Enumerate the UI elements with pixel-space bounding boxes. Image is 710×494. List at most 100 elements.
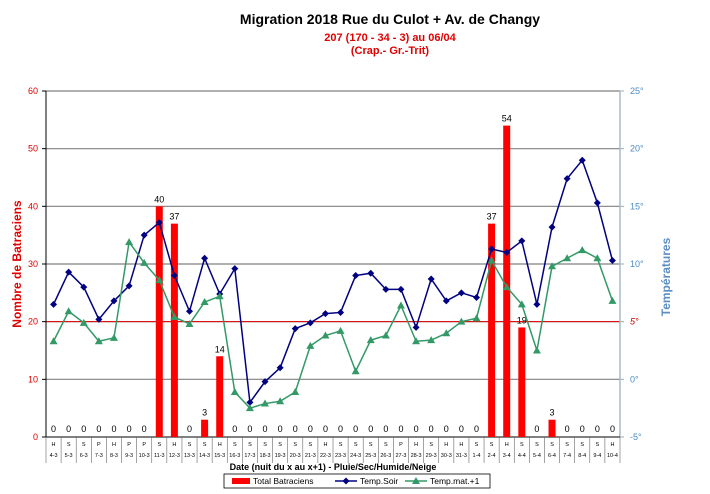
point-marker (473, 293, 480, 301)
x-tick-label: 7-4 (563, 453, 571, 459)
point-marker (503, 248, 511, 256)
point-marker (488, 245, 496, 253)
x-tick-label: 7-3 (95, 453, 103, 459)
weather-label: H (218, 442, 222, 448)
point-marker (593, 199, 601, 207)
x-tick-label: 14-3 (199, 453, 210, 459)
point-marker (155, 276, 164, 284)
bar-data-label: 0 (474, 424, 479, 434)
legend-swatch-bar (232, 478, 250, 484)
point-marker (518, 237, 526, 245)
y-tick-label: 30 (28, 259, 38, 269)
weather-label: S (596, 442, 600, 448)
bar-data-label: 37 (169, 212, 179, 222)
point-marker (517, 300, 526, 308)
point-marker (412, 337, 421, 345)
x-tick-label: 24-3 (350, 453, 361, 459)
y-tick-label: 0 (33, 432, 38, 442)
x-tick-label: 11-3 (154, 453, 165, 459)
point-marker (201, 254, 209, 262)
weather-label: H (610, 442, 614, 448)
bar (216, 356, 224, 437)
y2-tick-label: 5° (630, 317, 639, 327)
bar-data-label: 0 (66, 424, 71, 434)
bar-data-label: 0 (368, 424, 373, 434)
x-tick-label: 15-3 (214, 453, 225, 459)
bar-data-label: 0 (398, 424, 403, 434)
point-marker (563, 175, 571, 183)
x-tick-label: 27-3 (395, 453, 406, 459)
bar (201, 419, 209, 437)
point-marker (200, 298, 209, 306)
point-marker (79, 318, 88, 326)
bar (548, 419, 556, 437)
point-marker (382, 285, 390, 293)
weather-label: S (580, 442, 584, 448)
x-tick-label: 3-4 (503, 453, 511, 459)
point-marker (412, 323, 420, 331)
y-axis-title: Nombre de Batraciens (10, 200, 24, 328)
point-marker (608, 296, 617, 304)
point-marker (230, 388, 239, 396)
point-marker (487, 256, 496, 264)
point-marker (140, 231, 148, 239)
legend-marker (412, 477, 420, 484)
y2-tick-label: 0° (630, 374, 639, 384)
point-marker (502, 283, 511, 291)
x-tick-label: 8-3 (110, 453, 118, 459)
y-tick-label: 20 (28, 317, 38, 327)
point-marker (472, 314, 481, 322)
x-tick-label: 21-3 (305, 453, 316, 459)
weather-label: H (505, 442, 509, 448)
weather-label: H (444, 442, 448, 448)
point-marker (532, 346, 541, 354)
point-marker (321, 310, 329, 318)
bar-data-label: 0 (444, 424, 449, 434)
bar-data-label: 0 (96, 424, 101, 434)
x-tick-label: 17-3 (244, 453, 255, 459)
point-marker (109, 333, 118, 341)
y-tick-label: 60 (28, 86, 38, 96)
bar-data-label: 3 (202, 408, 207, 418)
point-marker (352, 272, 360, 280)
point-marker (578, 246, 587, 254)
x-tick-label: 8-4 (578, 453, 586, 459)
chart-subtitle-2: (Crap.- Gr.-Trit) (350, 45, 430, 57)
x-tick-label: 4-4 (518, 453, 526, 459)
weather-label: S (203, 442, 207, 448)
bar-data-label: 0 (565, 424, 570, 434)
point-marker (457, 317, 466, 325)
weather-label: H (172, 442, 176, 448)
line-temp-soir (52, 158, 614, 405)
point-marker (170, 313, 179, 321)
bar-data-label: 19 (517, 315, 527, 325)
point-marker (336, 326, 345, 334)
point-marker (291, 388, 300, 396)
point-marker (185, 319, 194, 327)
x-tick-label: 29-3 (426, 453, 437, 459)
y-tick-label: 40 (28, 201, 38, 211)
x-tick-label: 20-3 (290, 453, 301, 459)
point-marker (170, 272, 178, 280)
weather-label: S (475, 442, 479, 448)
bar-data-label: 0 (111, 424, 116, 434)
bar (503, 125, 511, 437)
point-marker (457, 289, 465, 297)
point-marker (94, 337, 103, 345)
y2-axis-title: Températures (659, 237, 673, 316)
x-tick-label: 28-3 (411, 453, 422, 459)
bar-data-label: 0 (293, 424, 298, 434)
weather-label: S (354, 442, 358, 448)
x-axis-title: Date (nuit du x au x+1) - Pluie/Sec/Humi… (230, 462, 437, 472)
point-marker (563, 254, 572, 262)
bar-data-label: 0 (127, 424, 132, 434)
x-tick-label: 23-3 (335, 453, 346, 459)
point-marker (396, 301, 405, 309)
weather-label: P (127, 442, 131, 448)
x-tick-label: 30-3 (441, 453, 452, 459)
bar (518, 327, 526, 437)
weather-label: S (293, 442, 297, 448)
bar (155, 206, 163, 437)
bar-data-label: 0 (232, 424, 237, 434)
